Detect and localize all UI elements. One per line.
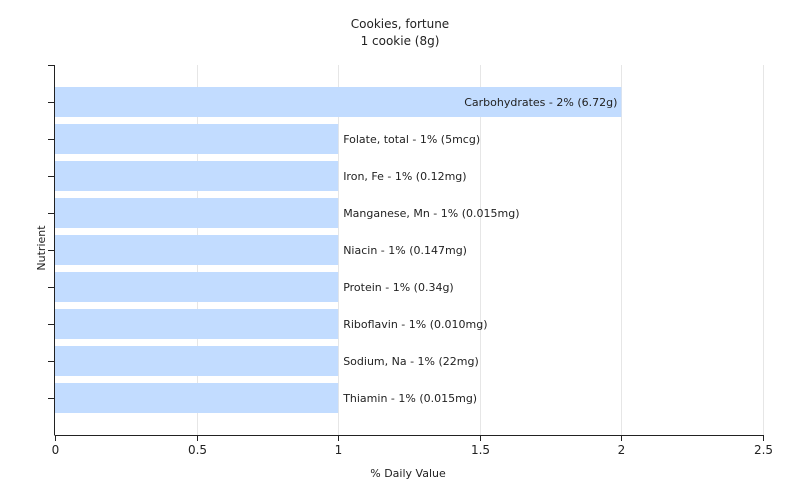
x-tick-label: 1.5: [471, 443, 490, 457]
bar-data-label: Niacin - 1% (0.147mg): [343, 244, 467, 257]
bar-data-label: Iron, Fe - 1% (0.12mg): [343, 170, 466, 183]
bar-data-label: Thiamin - 1% (0.015mg): [342, 392, 477, 405]
x-tick-label: 0.5: [188, 443, 207, 457]
bar: [55, 272, 339, 302]
bar: [55, 235, 339, 265]
bar: [55, 87, 622, 117]
y-axis-ticks: [48, 65, 55, 399]
bar-data-label: Folate, total - 1% (5mcg): [343, 133, 480, 146]
x-tick-label: 2: [618, 443, 626, 457]
bar: [55, 124, 339, 154]
bar: [55, 161, 339, 191]
bar: [55, 198, 339, 228]
bar-labels: Carbohydrates - 2% (6.72g) Folate, total …: [342, 96, 617, 405]
x-axis-ticks: 0 0.5 1 1.5 2 2.5: [52, 435, 773, 457]
bar-data-label: Riboflavin - 1% (0.010mg): [343, 318, 487, 331]
x-tick-label: 1: [335, 443, 343, 457]
bar: [55, 383, 339, 413]
y-axis-title: Nutrient: [35, 225, 48, 271]
bar-data-label: Sodium, Na - 1% (22mg): [343, 355, 479, 368]
bar-data-label: Protein - 1% (0.34g): [343, 281, 454, 294]
x-tick-label: 2.5: [754, 443, 773, 457]
chart-subtitle: 1 cookie (8g): [361, 34, 440, 48]
chart-title: Cookies, fortune: [351, 17, 449, 31]
bar: [55, 309, 339, 339]
x-tick-label: 0: [52, 443, 60, 457]
bar-data-label: Carbohydrates - 2% (6.72g): [464, 96, 617, 109]
x-axis-title: % Daily Value: [370, 467, 446, 480]
bar: [55, 346, 339, 376]
bars: [55, 87, 622, 413]
bar-data-label: Manganese, Mn - 1% (0.015mg): [343, 207, 519, 220]
